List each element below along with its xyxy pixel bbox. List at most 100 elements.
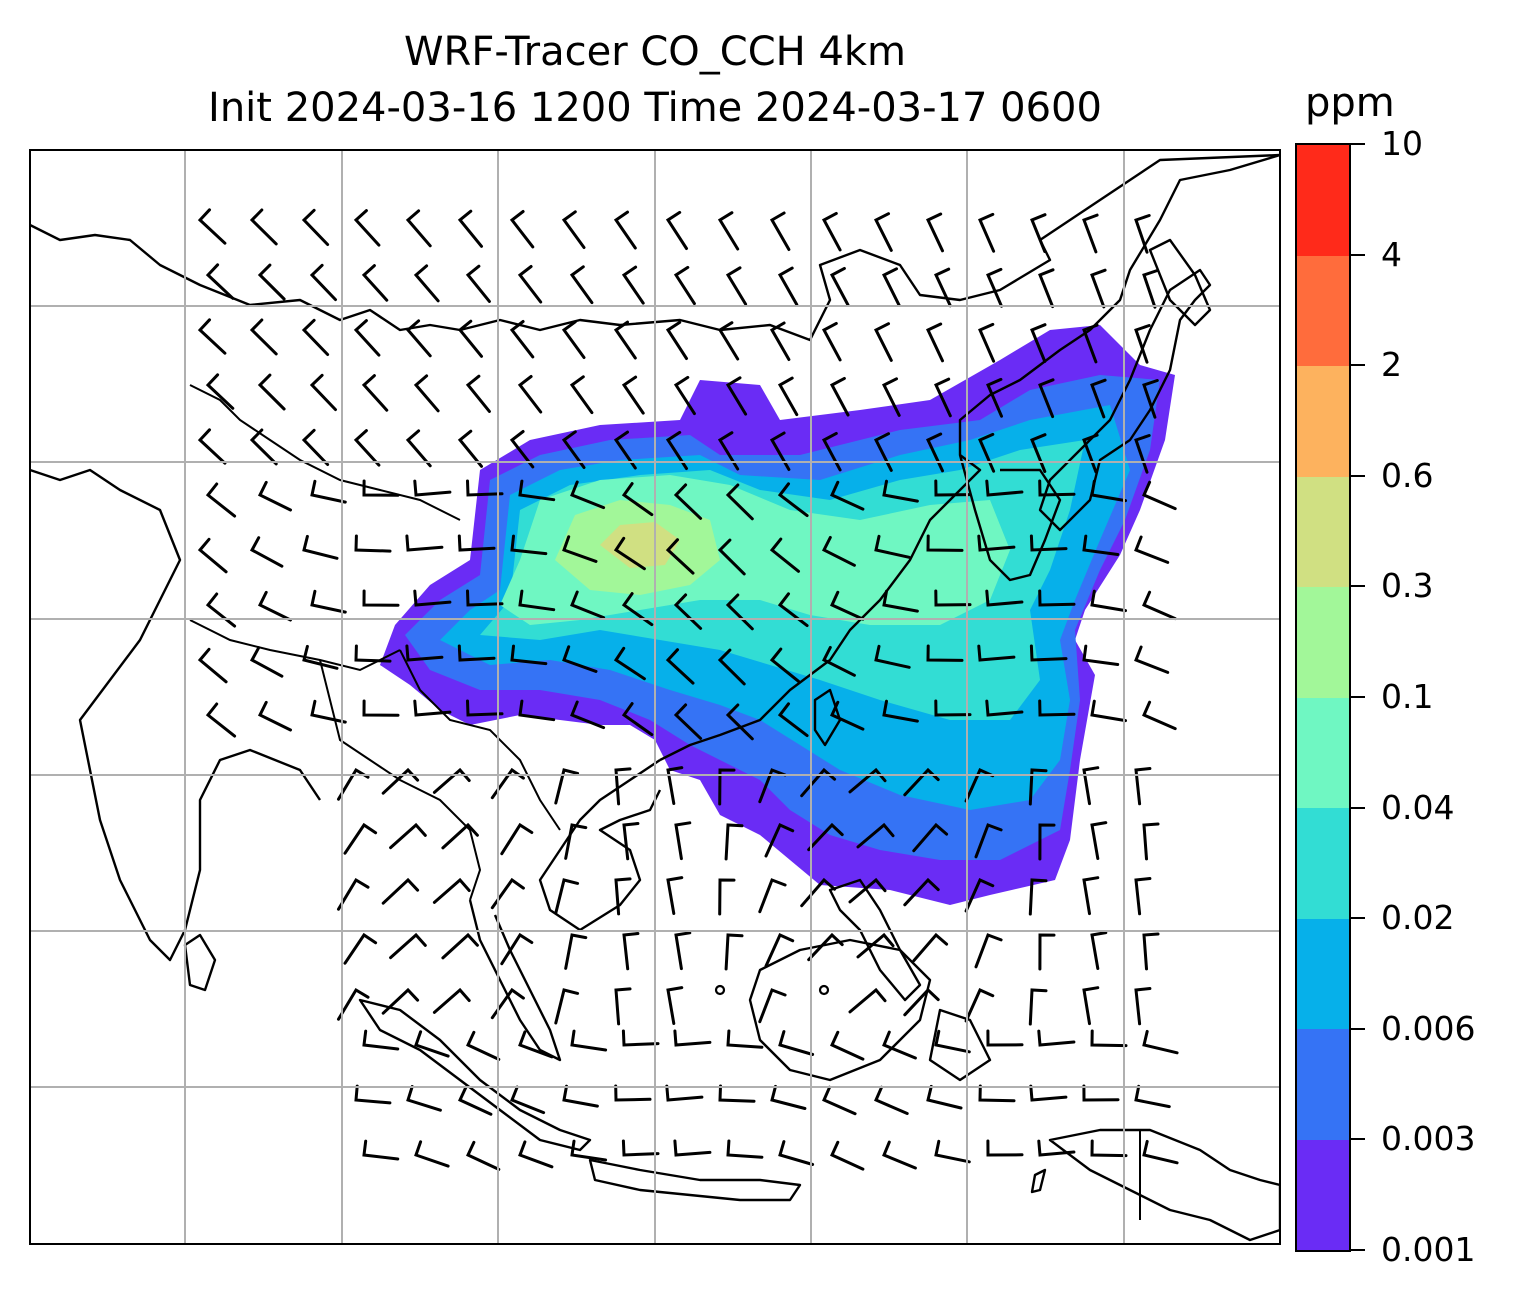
wind-barb [978,1084,1016,1103]
wind-barb [197,428,227,465]
wind-barb [621,1139,660,1157]
wind-barb [777,376,799,417]
colorbar-tick-label: 0.003 [1381,1119,1476,1159]
wind-barb [381,987,420,1015]
wind-barb [874,534,911,559]
wind-barb [1038,268,1055,309]
wind-barb [848,987,887,1014]
wind-barb [912,932,949,963]
wind-barb [362,1139,400,1161]
wind-barb [1082,876,1100,916]
wind-barb [821,646,856,677]
wind-barb [673,1029,712,1047]
wind-barb [977,644,1016,662]
wind-barb [249,318,278,356]
wind-barb [205,592,237,628]
wind-barb [673,1139,712,1157]
colorbar-tick-label: 0.1 [1381,677,1434,716]
wind-barb [1134,645,1170,674]
wind-barb [1082,213,1099,254]
wind-barb [769,211,791,251]
colorbar-tick [1351,1249,1365,1251]
wind-barb [725,593,754,631]
wind-barb [614,1084,652,1102]
wind-barb [666,766,684,805]
wind-barb [1142,700,1177,731]
wind-barb [926,322,944,363]
wind-barb [1038,378,1055,419]
wind-barb [621,482,654,517]
wind-barb [381,877,420,905]
colorbar-tick [1351,253,1365,256]
border-line [189,384,461,521]
colorbar-tick-label: 0.6 [1381,455,1434,495]
wind-barb [569,375,594,415]
colorbar-segment [1297,1028,1349,1140]
wind-barb [1028,768,1048,806]
wind-barb [353,429,381,467]
wind-barb [1029,644,1068,662]
wind-barb [466,1140,501,1171]
wind-barb [614,767,632,806]
wind-barb [432,877,471,904]
wind-barb [621,702,654,737]
wind-barb [821,431,842,472]
coastline-sumatra [358,998,592,1152]
colorbar-segment [1297,476,1349,587]
wind-barb [778,1030,815,1056]
wind-barb [725,376,748,416]
wind-barb [413,699,452,717]
wind-barb [718,878,736,916]
colorbar-tick-label: 0.04 [1381,787,1455,827]
wind-barb [903,767,940,797]
wind-barb [205,702,237,738]
wind-barb [769,647,800,683]
colorbar-segment [1297,697,1349,808]
wind-barb [874,644,911,669]
wind-barb [873,212,893,252]
wind-barb [518,589,556,612]
wind-barb [570,1029,608,1052]
wind-barb [725,266,748,306]
wind-barb [974,823,1003,859]
wind-barb [978,322,996,363]
wind-barb [1029,1084,1068,1102]
wind-barb [882,1030,917,1060]
wind-barb [1028,988,1048,1026]
wind-barb [926,432,944,473]
wind-barb [466,479,504,497]
wind-barb [205,373,235,410]
wind-barb [613,430,637,470]
wind-barb [934,699,972,717]
wind-barb [310,479,347,504]
wind-barb [554,878,580,915]
wind-barb [978,212,996,253]
colorbar-tick [1351,696,1365,698]
wind-barb [830,1030,865,1061]
wind-barb [985,699,1024,717]
wind-barb [500,822,534,856]
wind-barb [1090,1029,1128,1048]
wind-barb [830,480,865,511]
wind-barb [874,1085,909,1115]
wind-barb [881,377,901,417]
wind-barb [301,208,330,246]
wind-barb [389,932,427,960]
wind-barb [964,768,995,803]
wind-barb [249,428,278,466]
wind-barb [673,375,696,416]
wind-barb [458,1085,493,1116]
wind-barb [882,479,919,503]
wind-barb [414,1030,450,1058]
wind-barb [778,1140,815,1166]
wind-barb [249,536,284,568]
wind-barb [362,1029,400,1051]
wind-barb [1038,933,1056,971]
wind-barb [873,432,893,472]
wind-barb [353,319,381,357]
wind-barb [724,933,744,971]
wind-barb [353,209,381,247]
wind-barb [414,1140,450,1168]
colorbar-segment [1297,255,1349,366]
colorbar-tick [1351,474,1365,477]
